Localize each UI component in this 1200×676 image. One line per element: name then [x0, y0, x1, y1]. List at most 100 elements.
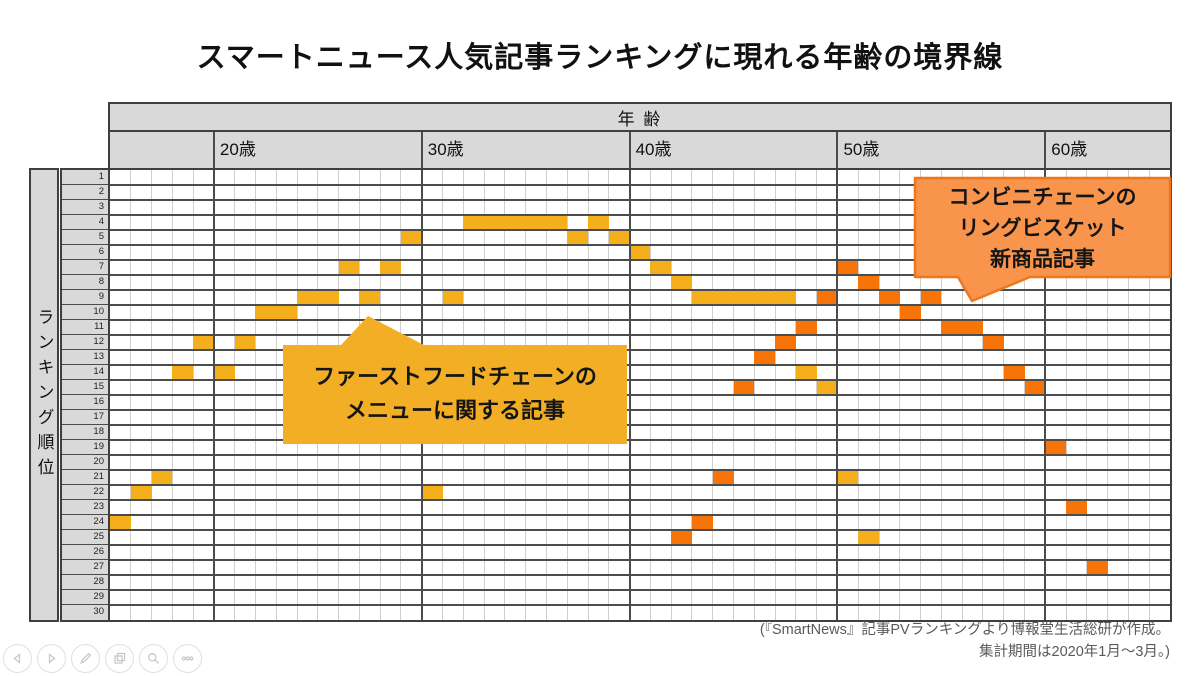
next-slide-button[interactable]: [37, 644, 66, 673]
previous-slide-button[interactable]: [3, 644, 32, 673]
grid-cell-age54-rank9: [920, 290, 942, 305]
decade-line-40: [628, 170, 631, 620]
age-tick-row: 20歳 30歳 40歳 50歳 60歳: [108, 132, 1172, 168]
grid-cell-age45-rank15: [733, 380, 755, 395]
grid-cell-age15-rank24: [110, 515, 131, 530]
rank-row-label: 1: [62, 170, 108, 185]
grid-cell-age44-rank21: [712, 470, 734, 485]
decade-line-20: [212, 170, 215, 620]
rank-row-label: 18: [62, 425, 108, 440]
grid-cell-age24-rank9: [297, 290, 318, 305]
grid-cell-age42-rank8: [671, 275, 692, 290]
grid-cell-age30-rank22: [421, 485, 443, 500]
grid-cell-age41-rank7: [650, 260, 672, 275]
fastfood-callout-text: ファーストフードチェーンの メニューに関する記事: [283, 352, 627, 428]
fastfood-callout-line1: ファーストフードチェーンの: [313, 364, 597, 389]
copy-slide-button[interactable]: [105, 644, 134, 673]
age-tick-line: [420, 132, 423, 168]
grid-cell-age42-rank25: [671, 530, 692, 545]
more-options-button[interactable]: [173, 644, 202, 673]
age-axis-title: 年 齢: [617, 109, 663, 129]
rank-row-label: 11: [62, 320, 108, 335]
rank-row-label: 21: [62, 470, 108, 485]
grid-cell-age49-rank15: [816, 380, 838, 395]
grid-cell-age39-rank5: [608, 230, 630, 245]
grid-row-line: [110, 544, 1170, 546]
grid-cell-age34-rank4: [504, 215, 526, 230]
pencil-icon: [79, 652, 92, 665]
grid-row-line: [110, 184, 1170, 186]
age-tick-label: 50歳: [843, 140, 880, 159]
grid-cell-age43-rank9: [691, 290, 713, 305]
zoom-button[interactable]: [139, 644, 168, 673]
rank-row-label: 4: [62, 215, 108, 230]
age-tick-line: [212, 132, 215, 168]
rank-row-label: 17: [62, 410, 108, 425]
age-tick-line: [1044, 132, 1047, 168]
grid-cell-age62-rank27: [1086, 560, 1108, 575]
age-tick-label: 30歳: [427, 140, 464, 159]
rank-row-label: 12: [62, 335, 108, 350]
grid-cell-age53-rank10: [899, 305, 921, 320]
grid-row-line: [110, 289, 1170, 291]
grid-cell-age60-rank19: [1045, 440, 1067, 455]
magnifier-icon: [148, 653, 159, 664]
rank-row-label: 10: [62, 305, 108, 320]
rank-row-label: 19: [62, 440, 108, 455]
rank-row-label: 9: [62, 290, 108, 305]
rank-row-label: 24: [62, 515, 108, 530]
grid-cell-age58-rank14: [1003, 365, 1025, 380]
grid-row-line: [110, 199, 1170, 201]
grid-cell-age57-rank12: [982, 335, 1004, 350]
grid-row-line: [110, 319, 1170, 321]
rank-row-label: 28: [62, 575, 108, 590]
grid-row-line: [110, 559, 1170, 561]
grid-cell-age35-rank4: [525, 215, 547, 230]
grid-cell-age44-rank9: [712, 290, 734, 305]
convenience-callout-line1: コンビニチェーンの: [948, 186, 1137, 209]
grid-cell-age48-rank11: [795, 320, 817, 335]
grid-cell-age19-rank12: [193, 335, 214, 350]
grid-row-line: [110, 244, 1170, 246]
grid-cell-age20-rank14: [213, 365, 235, 380]
grid-cell-age28-rank7: [380, 260, 401, 275]
y-axis-title: ランキング順位: [34, 307, 54, 483]
grid-row-line: [110, 499, 1170, 501]
rank-number-column: 1 2 3 4 5 6 7 8 9 10 11 12 13 14 15 16 17 18 19 20 21 22 23 24 2…: [60, 168, 110, 622]
grid-cell-age49-rank9: [816, 290, 838, 305]
age-tick-label: 20歳: [219, 140, 256, 159]
fastfood-callout-line2: メニューに関する記事: [344, 398, 565, 423]
convenience-callout-line2: リングビスケット: [958, 217, 1127, 240]
grid-cell-age18-rank14: [172, 365, 194, 380]
y-axis-title-box: ランキング順位: [29, 168, 59, 622]
grid-row-line: [110, 334, 1170, 336]
rank-row-label: 27: [62, 560, 108, 575]
grid-cell-age46-rank13: [754, 350, 776, 365]
grid-cell-age48-rank14: [795, 365, 817, 380]
grid-cell-age33-rank4: [484, 215, 505, 230]
grid-cell-age23-rank10: [276, 305, 298, 320]
rank-row-label: 20: [62, 455, 108, 470]
grid-row-line: [110, 259, 1170, 261]
grid-row-line: [110, 229, 1170, 231]
source-note: (『SmartNews』記事PVランキングより博報堂生活総研が作成。 集計期間は…: [760, 620, 1170, 664]
grid-cell-age36-rank4: [546, 215, 568, 230]
chevron-right-icon: [48, 653, 56, 664]
grid-row-line: [110, 424, 1170, 426]
grid-cell-age59-rank15: [1024, 380, 1046, 395]
rank-row-label: 2: [62, 185, 108, 200]
grid-cell-age37-rank5: [567, 230, 589, 245]
rank-row-label: 29: [62, 590, 108, 605]
rank-row-label: 26: [62, 545, 108, 560]
decade-line-60: [1044, 170, 1047, 620]
grid-cell-age50-rank21: [837, 470, 859, 485]
rank-row-label: 22: [62, 485, 108, 500]
source-note-line2: 集計期間は2020年1月〜3月。): [979, 643, 1170, 660]
grid-cell-age31-rank9: [442, 290, 464, 305]
edit-button[interactable]: [71, 644, 100, 673]
source-note-line1: (『SmartNews』記事PVランキングより博報堂生活総研が作成。: [759, 622, 1170, 638]
grid-row-line: [110, 274, 1170, 276]
grid-cell-age43-rank24: [691, 515, 713, 530]
grid-cell-age25-rank9: [317, 290, 339, 305]
